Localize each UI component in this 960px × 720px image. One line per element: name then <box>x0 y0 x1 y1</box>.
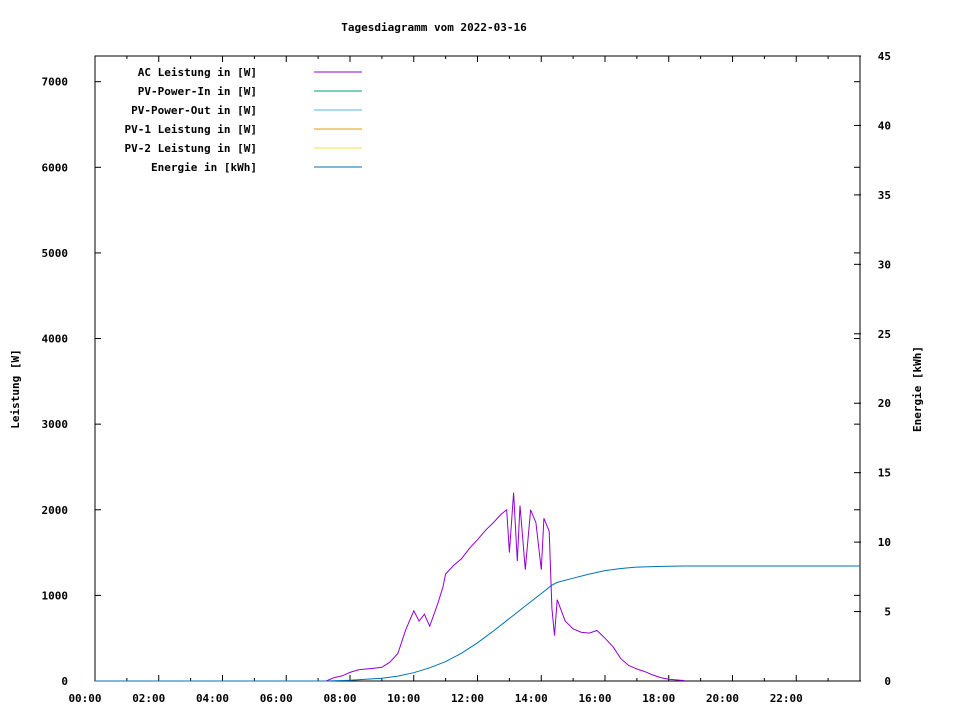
x-tick-label: 14:00 <box>515 692 548 705</box>
x-tick-label: 10:00 <box>387 692 420 705</box>
legend-label: PV-1 Leistung in [W] <box>125 123 257 136</box>
y2-tick-label: 30 <box>878 258 891 271</box>
y-tick-label: 3000 <box>42 418 69 431</box>
y2-tick-label: 40 <box>878 119 891 132</box>
y-tick-label: 2000 <box>42 504 69 517</box>
chart-title: Tagesdiagramm vom 2022-03-16 <box>341 21 527 34</box>
x-axis-ticks: 00:00 02:00 04:00 06:00 08:00 10:00 12:00 14:00… <box>68 56 829 705</box>
y-axis-label: Leistung [W] <box>9 349 22 428</box>
x-tick-label: 04:00 <box>196 692 229 705</box>
legend-label: PV-2 Leistung in [W] <box>125 142 257 155</box>
legend-label: PV-Power-Out in [W] <box>131 104 257 117</box>
legend-label: Energie in [kWh] <box>151 161 257 174</box>
y-tick-label: 1000 <box>42 589 69 602</box>
x-tick-label: 18:00 <box>642 692 675 705</box>
series-lines <box>95 492 860 682</box>
y-tick-label: 4000 <box>42 333 69 346</box>
y-tick-label: 7000 <box>42 76 69 89</box>
x-tick-label: 22:00 <box>770 692 803 705</box>
x-tick-label: 08:00 <box>323 692 356 705</box>
x-tick-label: 20:00 <box>706 692 739 705</box>
y-axis-ticks: 0 1000 2000 3000 4000 5000 6000 7000 <box>42 76 860 688</box>
x-tick-label: 06:00 <box>260 692 293 705</box>
y2-tick-label: 10 <box>878 536 891 549</box>
series-line-5 <box>95 565 860 682</box>
x-tick-label: 02:00 <box>132 692 165 705</box>
y2-tick-label: 15 <box>878 467 891 480</box>
y2-tick-label: 0 <box>884 675 891 688</box>
series-line-0 <box>325 492 685 682</box>
legend-label: PV-Power-In in [W] <box>138 85 257 98</box>
x-tick-label: 12:00 <box>451 692 484 705</box>
x-tick-label: 16:00 <box>578 692 611 705</box>
y2-tick-label: 5 <box>884 606 891 619</box>
x-tick-label: 00:00 <box>68 692 101 705</box>
legend-label: AC Leistung in [W] <box>138 66 257 79</box>
y2-tick-label: 25 <box>878 328 891 341</box>
y2-tick-label: 45 <box>878 50 891 63</box>
legend: AC Leistung in [W] PV-Power-In in [W] PV-P… <box>125 66 362 174</box>
y2-tick-label: 20 <box>878 397 891 410</box>
y-tick-label: 6000 <box>42 161 69 174</box>
y-tick-label: 0 <box>61 675 68 688</box>
y2-axis-ticks: 0 5 10 15 20 25 30 35 40 45 <box>854 50 891 688</box>
y2-tick-label: 35 <box>878 189 891 202</box>
y-tick-label: 5000 <box>42 247 69 260</box>
y2-axis-label: Energie [kWh] <box>911 346 924 432</box>
